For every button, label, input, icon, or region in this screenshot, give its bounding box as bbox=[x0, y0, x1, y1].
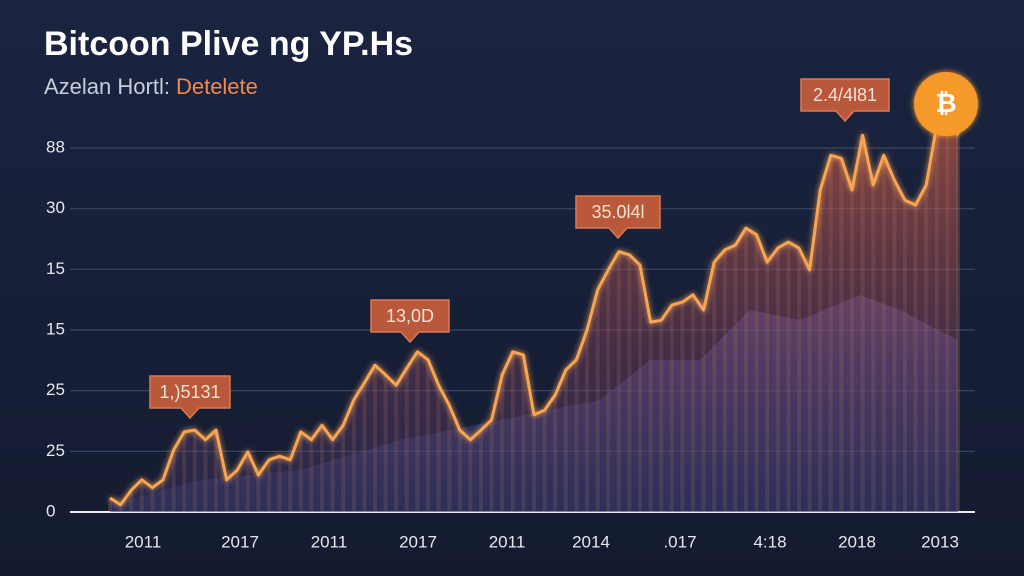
line bbox=[109, 103, 960, 507]
x-tick-label: 4:18 bbox=[753, 532, 786, 551]
y-tick-label: 30 bbox=[46, 198, 65, 217]
x-tick-label: 2017 bbox=[221, 532, 259, 551]
callout-box bbox=[575, 195, 661, 240]
callout-box bbox=[149, 375, 231, 420]
plot-area: 0 25 25 15 15 30 88 2011 2017 2011 2017 2011 2014 .01… bbox=[46, 78, 975, 551]
y-tick-label: 25 bbox=[46, 441, 65, 460]
x-tick-label: 2011 bbox=[489, 532, 526, 551]
x-tick-label: 2013 bbox=[921, 532, 959, 551]
y-tick-label: 15 bbox=[46, 259, 65, 278]
subtitle: Azelan Hortl: bbox=[44, 74, 170, 99]
y-tick-label: 88 bbox=[46, 137, 65, 156]
x-tick-label: 2014 bbox=[572, 532, 610, 551]
y-tick-label: 0 bbox=[46, 501, 55, 520]
x-tick-label: 2018 bbox=[838, 532, 876, 551]
subtitle-highlight: Detelete bbox=[176, 74, 258, 99]
callout-label: 1,)5131 bbox=[159, 382, 220, 402]
chart-subtitle: Azelan Hortl: Detelete bbox=[44, 74, 258, 99]
callout-label: 35.0l4l bbox=[591, 202, 644, 222]
x-tick-label: 2011 bbox=[311, 532, 348, 551]
callout-label: 13,0D bbox=[386, 306, 434, 326]
chart-title: Bitcoon Plive ng YP.Hs bbox=[44, 25, 413, 63]
badge-symbol: ₿ bbox=[935, 88, 956, 118]
y-tick-label: 25 bbox=[46, 380, 65, 399]
callout-box bbox=[800, 78, 890, 123]
area bbox=[110, 104, 958, 513]
callout-label: 2.4/4l81 bbox=[813, 85, 877, 105]
bitcoin-badge bbox=[914, 72, 978, 136]
x-tick-label: 2011 bbox=[125, 532, 162, 551]
x-tick-label: 2017 bbox=[399, 532, 437, 551]
y-tick-label: 15 bbox=[46, 319, 65, 338]
callout-box bbox=[370, 299, 450, 344]
x-tick-label: .017 bbox=[663, 532, 696, 551]
